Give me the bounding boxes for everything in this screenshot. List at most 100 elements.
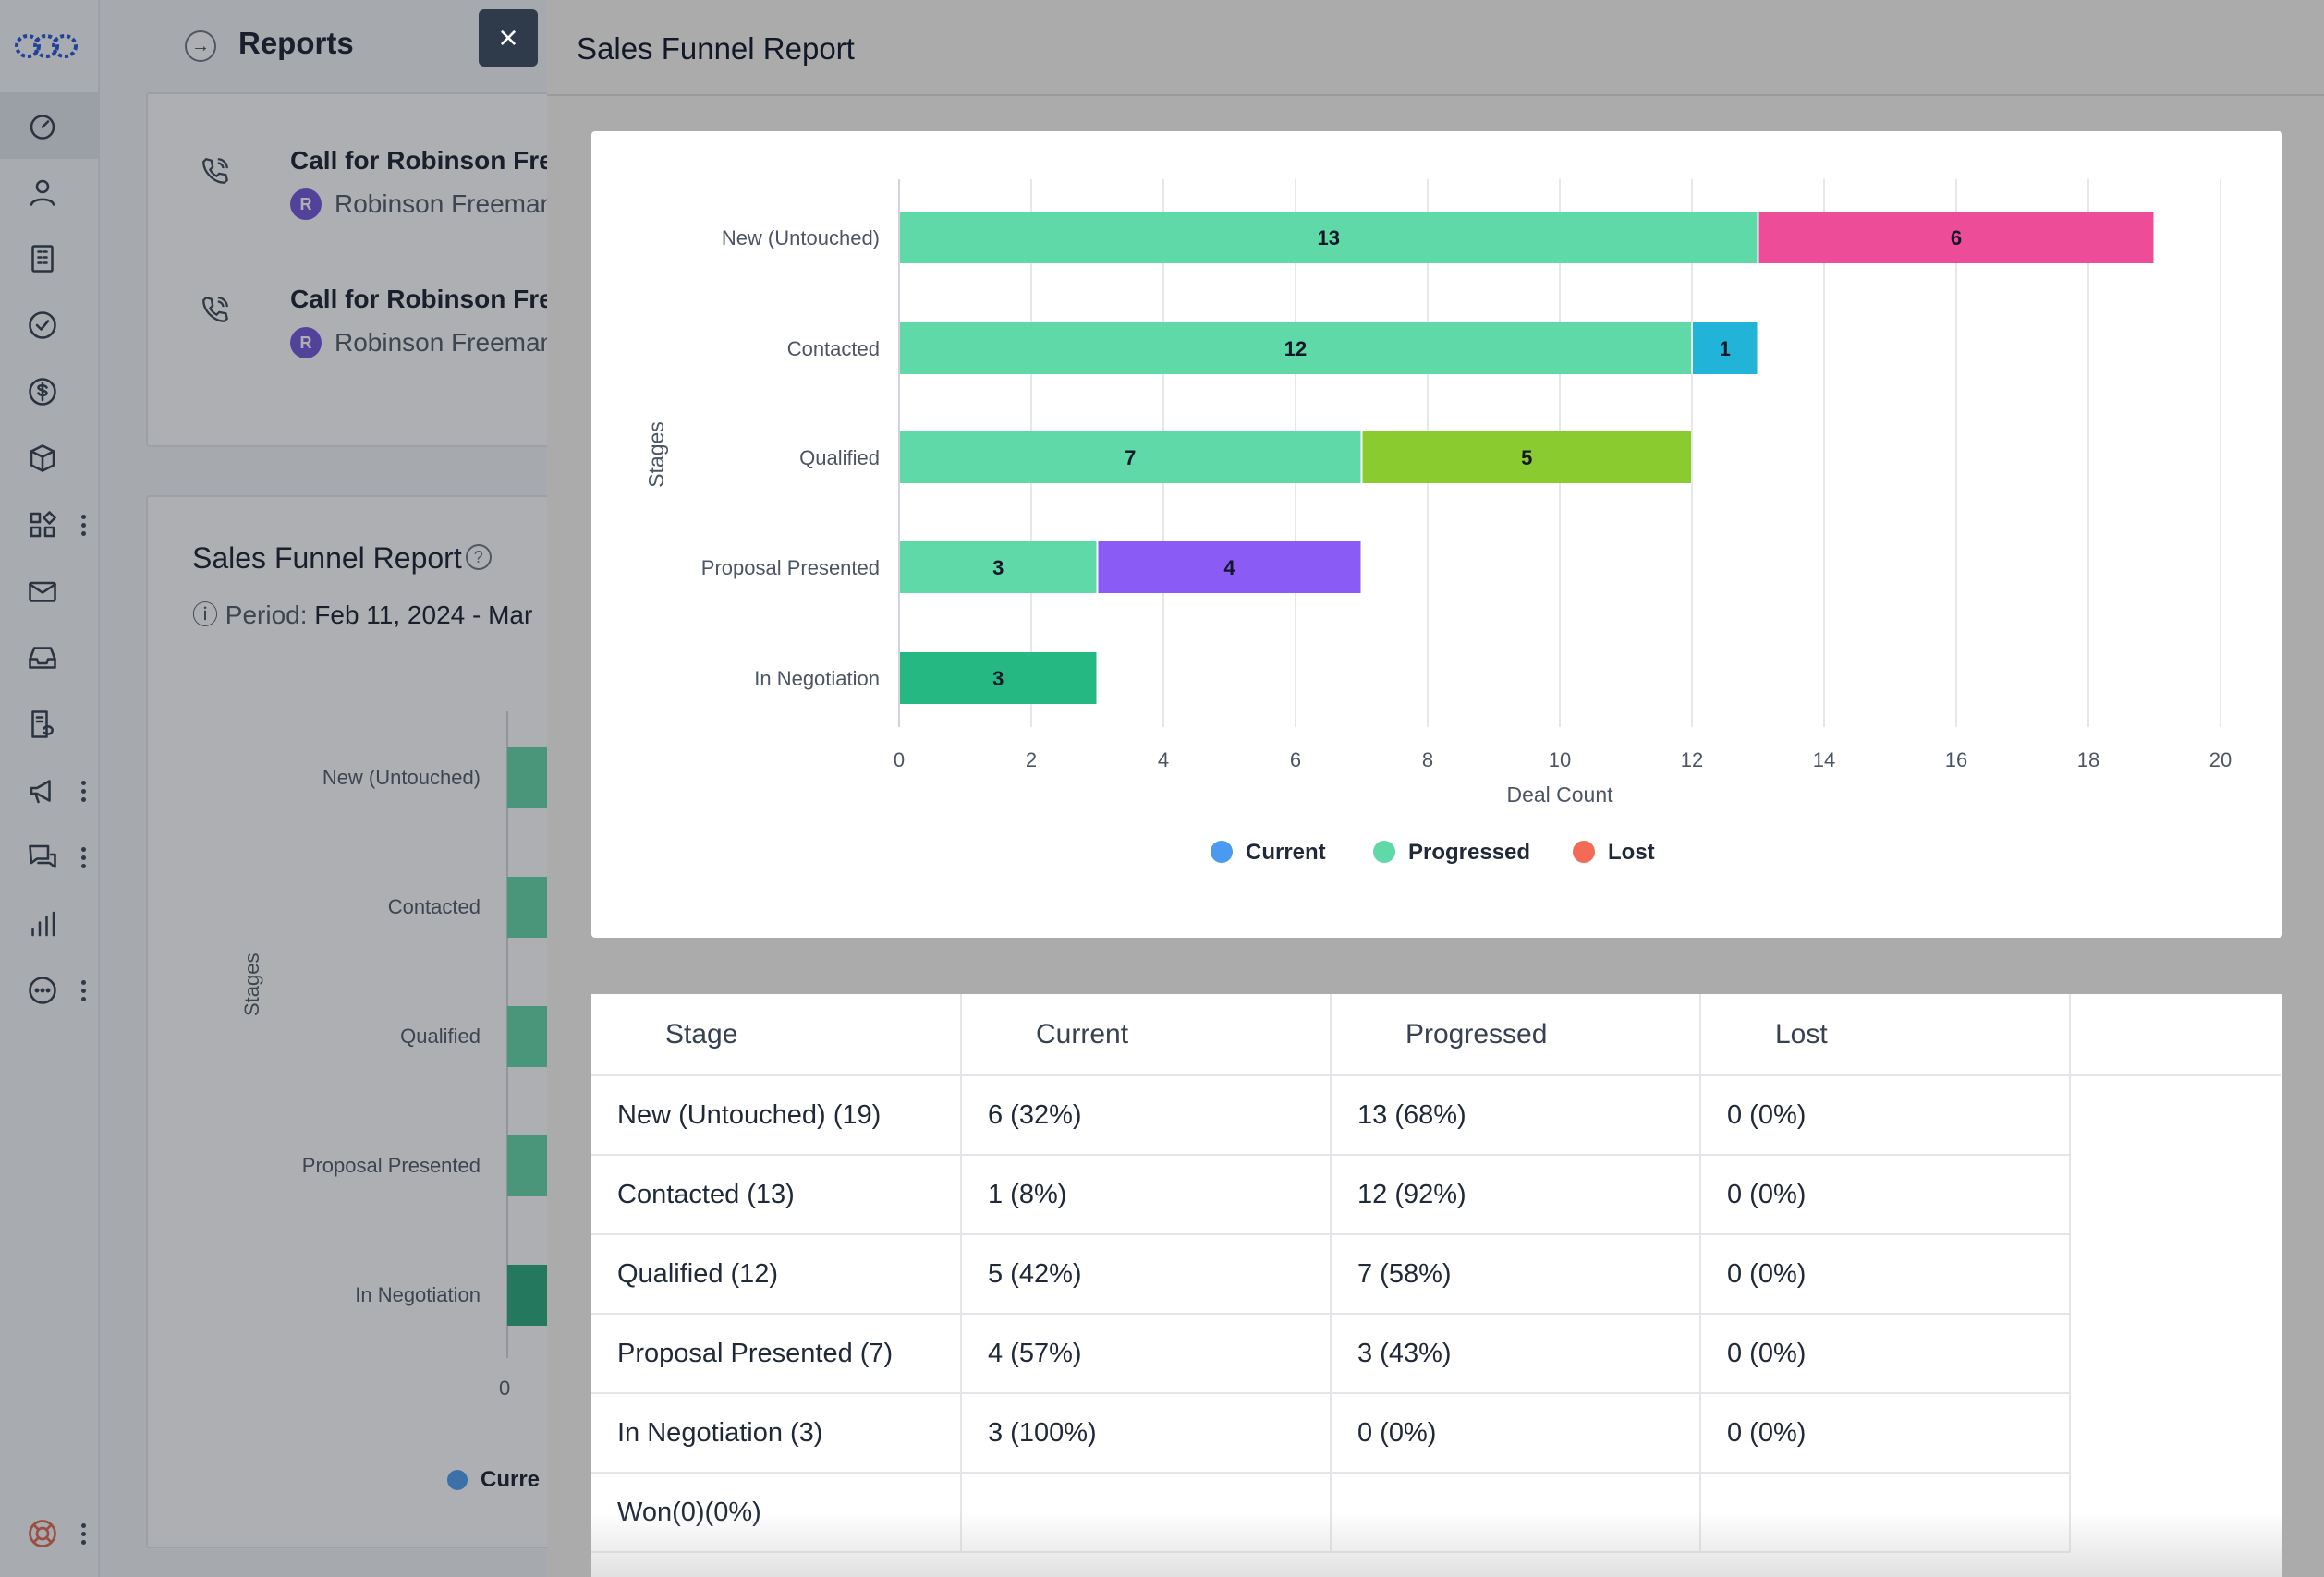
table-spacer-cell bbox=[2069, 1234, 2281, 1314]
legend-marker bbox=[1211, 841, 1233, 863]
bg-chart-bar bbox=[507, 747, 554, 808]
bar-value-label: 3 bbox=[992, 667, 1004, 690]
bg-chart-bar bbox=[507, 1006, 554, 1067]
bar-segment bbox=[900, 322, 1691, 374]
bar-value-label: 7 bbox=[1125, 446, 1136, 469]
table-cell: 3 (100%) bbox=[960, 1392, 1332, 1474]
x-tick-label: 4 bbox=[1158, 748, 1169, 771]
phone-icon bbox=[202, 157, 229, 184]
lifebuoy-icon[interactable] bbox=[18, 1510, 67, 1558]
x-axis-title: Deal Count bbox=[1506, 782, 1613, 807]
x-tick-label: 0 bbox=[894, 748, 905, 771]
bar-value-label: 5 bbox=[1521, 446, 1532, 469]
info-icon: ⓘ bbox=[192, 600, 225, 629]
table-row: New (Untouched) (19) 6 (32%) 13 (68%) 0 (0%… bbox=[591, 1074, 2281, 1156]
documents-icon[interactable] bbox=[18, 700, 67, 748]
table-row: Won(0)(0%) bbox=[591, 1472, 2281, 1553]
table-cell: 5 (42%) bbox=[960, 1233, 1332, 1315]
modal-backdrop[interactable] bbox=[0, 0, 547, 1577]
x-tick-label: 14 bbox=[1813, 748, 1835, 771]
y-category-label: Contacted bbox=[787, 337, 880, 360]
report-modal: Sales Funnel Report 0 2 4 6 8 10 12 14 16 18 20 Dea… bbox=[547, 0, 2324, 1577]
kebab-menu-icon[interactable] bbox=[76, 841, 91, 874]
bg-stage-label: Proposal Presented bbox=[301, 1154, 481, 1177]
top-bar: → Reports bbox=[100, 0, 547, 91]
report-period: ⓘ Period: Feb 11, 2024 - Mar bbox=[192, 600, 533, 629]
legend-item[interactable]: Progressed bbox=[1408, 840, 1530, 865]
table-spacer-cell bbox=[2069, 1155, 2281, 1234]
bar-segment bbox=[1758, 212, 2154, 263]
help-icon[interactable]: ? bbox=[465, 544, 492, 570]
kebab-menu-icon[interactable] bbox=[76, 974, 91, 1007]
table-row: Contacted (13) 1 (8%) 12 (92%) 0 (0%) bbox=[591, 1154, 2281, 1235]
expand-sidebar-icon[interactable]: → bbox=[185, 30, 216, 62]
table-row: In Negotiation (3) 3 (100%) 0 (0%) 0 (0%) bbox=[591, 1392, 2281, 1474]
app-logo-icon[interactable] bbox=[15, 28, 78, 65]
table-cell: 0 (0%) bbox=[1330, 1392, 1701, 1474]
close-button[interactable]: × bbox=[479, 9, 538, 67]
table-cell: 6 (32%) bbox=[960, 1074, 1332, 1156]
bar-segment bbox=[900, 652, 1097, 704]
contacts-icon[interactable] bbox=[18, 168, 67, 216]
contact-name[interactable]: Robinson Freemantle bbox=[335, 189, 582, 218]
bar-segment bbox=[900, 541, 1097, 593]
x-tick-label: 16 bbox=[1945, 748, 1967, 771]
legend-item[interactable]: Current bbox=[1246, 840, 1326, 865]
conversations-icon[interactable] bbox=[18, 833, 67, 881]
x-tick-label: 6 bbox=[1290, 748, 1301, 771]
avatar: R bbox=[290, 188, 322, 220]
table-header-current[interactable]: Current bbox=[960, 994, 1332, 1076]
bar-value-label: 4 bbox=[1223, 556, 1235, 579]
page-title: Reports bbox=[238, 26, 354, 60]
tasks-icon[interactable] bbox=[18, 301, 67, 349]
more-icon[interactable] bbox=[18, 966, 67, 1014]
bar-value-label: 1 bbox=[1720, 337, 1731, 360]
bg-chart-bar bbox=[507, 1135, 554, 1196]
reports-icon[interactable] bbox=[18, 900, 67, 948]
legend-item[interactable]: Lost bbox=[1608, 840, 1655, 865]
funnel-chart-card: 0 2 4 6 8 10 12 14 16 18 20 Deal Count Stages New (Un… bbox=[591, 131, 2282, 938]
table-cell: 3 (43%) bbox=[1330, 1313, 1701, 1394]
dashboard-icon[interactable] bbox=[18, 102, 67, 150]
x-tick-label: 20 bbox=[2209, 748, 2232, 771]
kebab-menu-icon[interactable] bbox=[76, 774, 91, 807]
kebab-menu-icon[interactable] bbox=[76, 1517, 91, 1550]
bg-chart-bar bbox=[507, 1265, 554, 1326]
table-spacer-cell bbox=[2069, 1393, 2281, 1473]
email-icon[interactable] bbox=[18, 567, 67, 615]
table-cell: 13 (68%) bbox=[1330, 1074, 1701, 1156]
legend-marker bbox=[1573, 841, 1595, 863]
report-card-title: Sales Funnel Report? bbox=[192, 541, 492, 576]
bar-segment bbox=[1098, 541, 1361, 593]
table-header-stage[interactable]: Stage bbox=[591, 994, 962, 1076]
products-icon[interactable] bbox=[18, 434, 67, 482]
y-category-label: New (Untouched) bbox=[722, 226, 880, 249]
apps-icon[interactable] bbox=[18, 501, 67, 549]
bar-value-label: 13 bbox=[1318, 226, 1340, 249]
table-header-progressed[interactable]: Progressed bbox=[1330, 994, 1701, 1076]
table-cell bbox=[1330, 1472, 1701, 1553]
table-cell: 12 (92%) bbox=[1330, 1154, 1701, 1235]
nav-active-indicator bbox=[0, 92, 98, 159]
inbox-icon[interactable] bbox=[18, 634, 67, 682]
table-cell: 0 (0%) bbox=[1699, 1074, 2071, 1156]
kebab-menu-icon[interactable] bbox=[76, 508, 91, 541]
table-cell: 0 (0%) bbox=[1699, 1154, 2071, 1235]
table-spacer-cell bbox=[2069, 1473, 2281, 1552]
campaigns-icon[interactable] bbox=[18, 767, 67, 815]
x-tick-label: 8 bbox=[1422, 748, 1433, 771]
companies-icon[interactable] bbox=[18, 235, 67, 283]
legend-marker bbox=[1373, 841, 1395, 863]
table-cell: 0 (0%) bbox=[1699, 1313, 2071, 1394]
bar-segment bbox=[900, 212, 1758, 263]
table-cell: 1 (8%) bbox=[960, 1154, 1332, 1235]
y-category-label: In Negotiation bbox=[754, 667, 880, 690]
contact-name[interactable]: Robinson Freemantle bbox=[335, 328, 582, 357]
table-header-lost[interactable]: Lost bbox=[1699, 994, 2071, 1076]
bg-stage-label: Qualified bbox=[400, 1025, 481, 1048]
y-category-label: Qualified bbox=[799, 446, 880, 469]
table-cell: Proposal Presented (7) bbox=[591, 1313, 962, 1394]
x-tick-label: 12 bbox=[1681, 748, 1703, 771]
deals-icon[interactable] bbox=[18, 368, 67, 416]
